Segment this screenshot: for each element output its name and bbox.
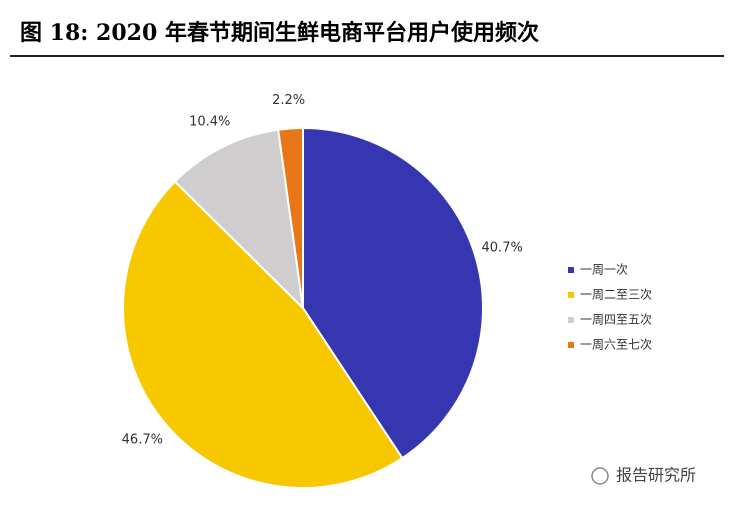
legend-label: 一周四至五次 bbox=[580, 313, 652, 327]
pie-slice bbox=[277, 126, 304, 309]
legend-label: 一周一次 bbox=[580, 263, 628, 277]
legend-swatch bbox=[568, 267, 574, 273]
watermark-icon bbox=[591, 467, 609, 485]
legend-label: 一周二至三次 bbox=[580, 288, 652, 302]
legend-swatch bbox=[568, 317, 574, 323]
data-label: 46.7% bbox=[122, 433, 163, 448]
legend-label: 一周六至七次 bbox=[580, 338, 652, 352]
pie-slice bbox=[122, 180, 404, 489]
watermark-text: 报告研究所 bbox=[616, 466, 696, 485]
data-label: 2.2% bbox=[272, 93, 305, 108]
chart-title: 图 18: 2020 年春节期间生鲜电商平台用户使用频次 bbox=[20, 20, 539, 46]
data-label: 40.7% bbox=[482, 241, 523, 256]
watermark: 报告研究所 bbox=[591, 466, 696, 485]
legend-swatch bbox=[568, 292, 574, 298]
data-label: 10.4% bbox=[189, 115, 230, 130]
legend-swatch bbox=[568, 342, 574, 348]
pie-slice bbox=[173, 128, 305, 311]
